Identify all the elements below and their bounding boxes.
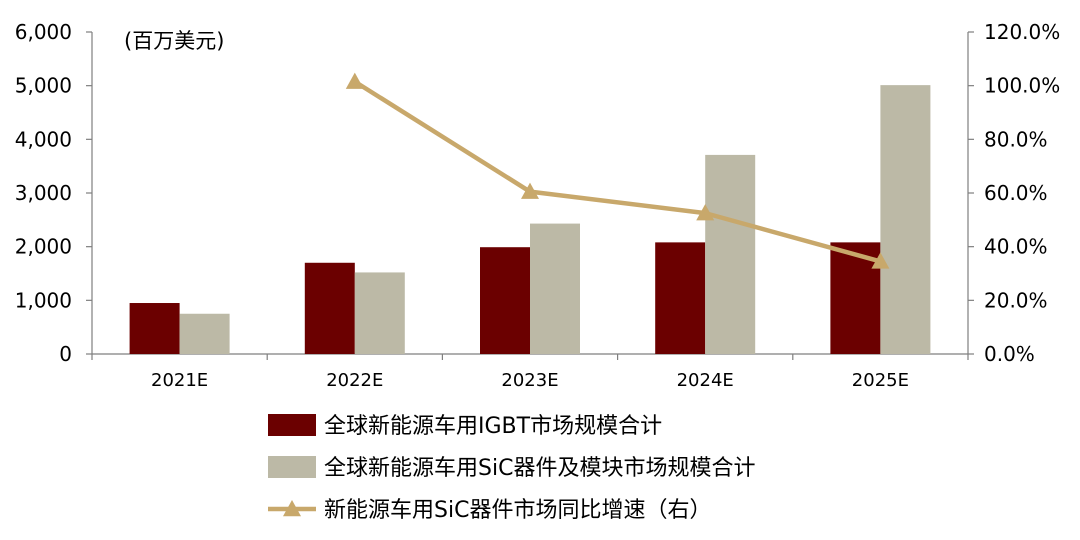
x-tick-label: 2024E [677, 370, 734, 391]
y-right-tick-label: 60.0% [984, 181, 1048, 205]
x-tick-label: 2022E [326, 370, 383, 391]
legend-label: 全球新能源车用SiC器件及模块市场规模合计 [324, 456, 755, 481]
unit-label: (百万美元) [124, 29, 224, 53]
x-tick-label: 2025E [852, 370, 909, 391]
bar-igbt [304, 262, 355, 354]
growth-point-triangle [871, 252, 890, 269]
y-left-tick-label: 1,000 [15, 288, 72, 312]
bar-igbt [480, 247, 530, 354]
y-left-tick-label: 4,000 [15, 127, 72, 151]
x-tick-label: 2023E [501, 370, 558, 391]
legend-triangle-marker [283, 500, 301, 517]
y-left-tick-label: 6,000 [15, 20, 72, 44]
legend: 全球新能源车用IGBT市场规模合计全球新能源车用SiC器件及模块市场规模合计新能… [268, 414, 755, 523]
bar-igbt [129, 303, 180, 354]
y-right-tick-label: 80.0% [984, 127, 1048, 151]
bar-sic [705, 154, 756, 354]
x-tick-label: 2021E [151, 370, 208, 391]
legend-swatch [268, 456, 316, 478]
bar-sic [179, 313, 230, 354]
y-right-tick-label: 120.0% [984, 20, 1060, 44]
line-layer [345, 72, 890, 269]
y-left-tick-label: 5,000 [15, 74, 72, 98]
bar-sic [880, 85, 931, 354]
y-right-tick-label: 20.0% [984, 288, 1048, 312]
bars-layer [129, 85, 931, 354]
growth-point-triangle [696, 204, 715, 221]
growth-point-triangle [521, 182, 539, 199]
y-left-tick-label: 3,000 [15, 181, 72, 205]
y-right-tick-label: 40.0% [984, 235, 1048, 259]
axes-layer: 0 1,000 2,000 3,000 4,000 5,000 6,000 0.0% 20.0%… [15, 20, 1061, 391]
y-left-tick-label: 2,000 [15, 235, 72, 259]
bar-igbt [655, 242, 706, 354]
y-right-tick-label: 100.0% [984, 74, 1060, 98]
growth-point-triangle [345, 72, 364, 89]
growth-line [353, 79, 881, 264]
legend-swatch [268, 414, 316, 436]
legend-label: 全球新能源车用IGBT市场规模合计 [324, 414, 662, 439]
y-left-tick-label: 0 [59, 342, 72, 366]
legend-label: 新能源车用SiC器件市场同比增速（右） [324, 498, 711, 523]
bar-sic [354, 272, 405, 354]
bar-sic [530, 223, 580, 354]
y-right-tick-label: 0.0% [984, 342, 1035, 366]
